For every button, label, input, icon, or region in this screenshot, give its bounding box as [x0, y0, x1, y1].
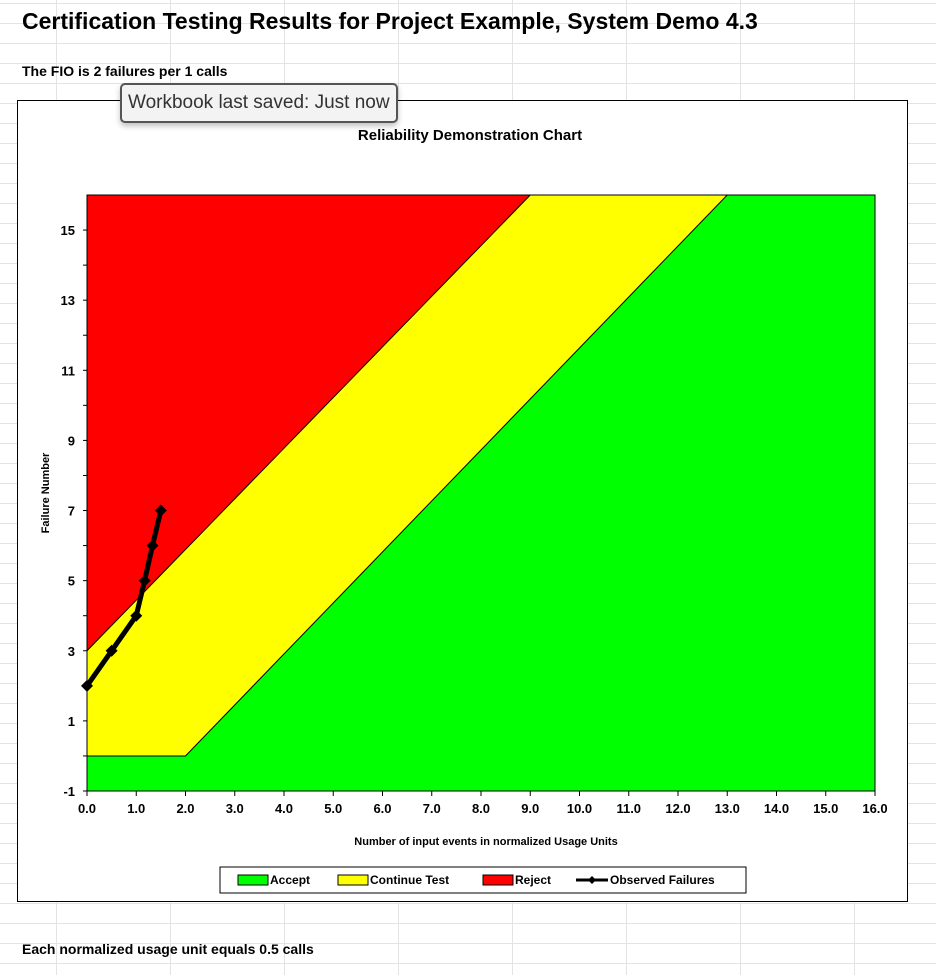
observed-failure-point [130, 609, 143, 622]
legend-swatch [482, 874, 514, 886]
x-tick-label: 4.0 [275, 801, 293, 816]
x-tick-label: 9.0 [521, 801, 539, 816]
x-tick-label: 13.0 [715, 801, 740, 816]
x-tick-label: 16.0 [862, 801, 887, 816]
x-tick-label: 6.0 [373, 801, 391, 816]
y-tick-label: 3 [68, 644, 75, 659]
legend-label: Continue Test [370, 873, 449, 887]
x-tick-label: 14.0 [764, 801, 789, 816]
x-tick-label: 3.0 [226, 801, 244, 816]
fio-text: The FIO is 2 failures per 1 calls [22, 63, 228, 79]
legend-swatch [337, 874, 369, 886]
chart-container[interactable]: -1 1 3 5 7 9 11 13 15 0.0 1.0 2.0 3.0 4.0 5.0 6.0 7.0 8.0… [17, 100, 908, 902]
y-tick-label: 11 [61, 363, 75, 378]
observed-failure-point [146, 539, 159, 552]
x-tick-label: 1.0 [127, 801, 145, 816]
legend-label: Observed Failures [610, 873, 715, 887]
y-tick-label: -1 [63, 784, 75, 799]
save-status-tooltip: Workbook last saved: Just now [120, 83, 398, 123]
y-tick-label: 9 [68, 433, 75, 448]
accept-boundary-line [87, 194, 728, 757]
y-tick-label: 13 [61, 293, 75, 308]
usage-unit-footnote: Each normalized usage unit equals 0.5 ca… [22, 941, 314, 957]
x-tick-label: 2.0 [176, 801, 194, 816]
x-tick-label: 5.0 [324, 801, 342, 816]
x-tick-label: 12.0 [665, 801, 690, 816]
y-axis-label: Failure Number [40, 452, 52, 533]
observed-failure-point [81, 679, 93, 692]
x-tick-label: 8.0 [472, 801, 490, 816]
y-tick-label: 15 [61, 223, 75, 238]
reject-boundary-line [86, 194, 531, 652]
y-tick-label: 7 [68, 504, 75, 519]
legend-swatch [237, 874, 269, 886]
x-tick-label: 10.0 [567, 801, 592, 816]
x-tick-label: 7.0 [423, 801, 441, 816]
observed-failure-point [138, 574, 151, 587]
legend-label: Reject [515, 873, 551, 887]
x-tick-label: 0.0 [78, 801, 96, 816]
y-tick-label: 5 [68, 574, 75, 589]
x-axis-label: Number of input events in normalized Usa… [354, 836, 617, 848]
legend-marker [588, 876, 596, 884]
observed-failure-point [105, 644, 118, 657]
sheet-title: Certification Testing Results for Projec… [22, 8, 758, 34]
x-tick-label: 15.0 [813, 801, 838, 816]
legend-label: Accept [270, 873, 310, 887]
chart-title: Reliability Demonstration Chart [358, 127, 582, 144]
x-tick-label: 11.0 [616, 801, 641, 816]
observed-failures-line [84, 509, 164, 688]
y-tick-label: 1 [68, 714, 75, 729]
observed-failure-point [154, 504, 167, 517]
